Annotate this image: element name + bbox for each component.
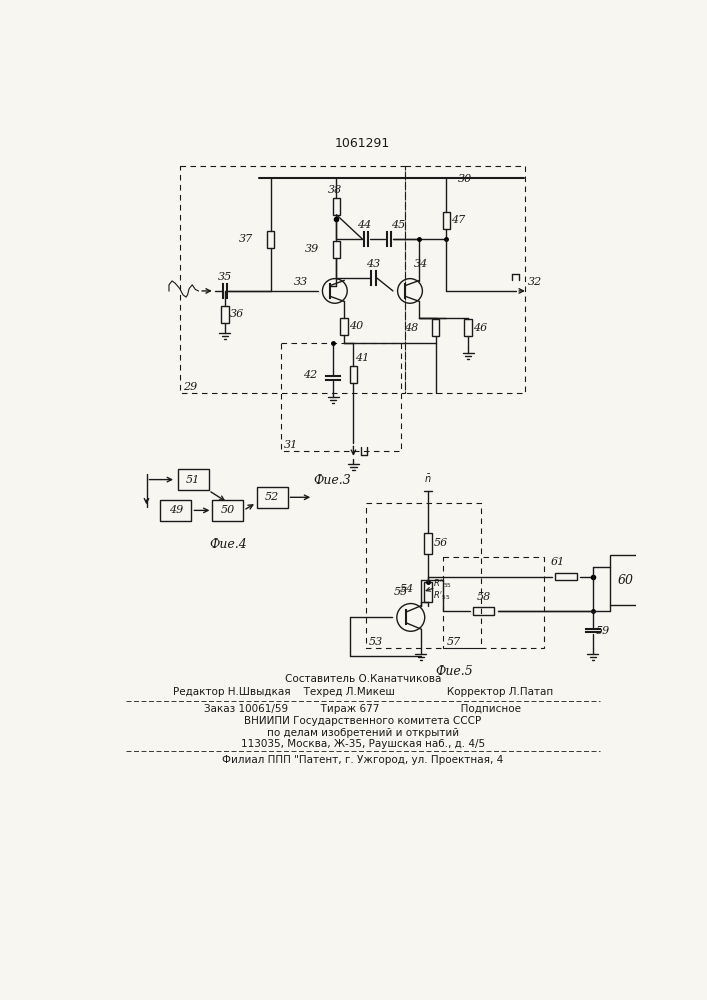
Text: Фие.5: Фие.5 (436, 665, 473, 678)
Text: 29: 29 (183, 382, 197, 392)
Text: 50: 50 (221, 505, 235, 515)
Text: 31: 31 (284, 440, 298, 450)
Text: 48: 48 (404, 323, 419, 333)
Text: 37: 37 (239, 234, 253, 244)
Bar (443, 212, 450, 229)
Text: Филиал ППП "Патент, г. Ужгород, ул. Проектная, 4: Филиал ППП "Патент, г. Ужгород, ул. Прое… (222, 755, 503, 765)
Bar (349, 366, 357, 383)
Bar (160, 500, 192, 521)
Text: ВНИИПИ Государственного комитета СССР: ВНИИПИ Государственного комитета СССР (244, 716, 481, 726)
Bar (555, 573, 577, 580)
Text: 49: 49 (169, 505, 183, 515)
Text: Заказ 10061/59          Тираж 677                         Подписное: Заказ 10061/59 Тираж 677 Подписное (204, 704, 521, 714)
Text: 41: 41 (355, 353, 369, 363)
Bar (177, 469, 209, 490)
Text: 39: 39 (305, 244, 320, 254)
Text: 35: 35 (218, 272, 232, 282)
Bar (366, 503, 481, 648)
Bar (404, 166, 525, 393)
Text: 42: 42 (303, 370, 317, 380)
Bar (443, 557, 544, 648)
Bar (473, 607, 494, 615)
Text: 46: 46 (473, 323, 487, 333)
Bar (267, 231, 274, 248)
Text: 38: 38 (328, 185, 342, 195)
Bar (464, 319, 472, 336)
Text: 58: 58 (477, 592, 491, 602)
Text: 54: 54 (399, 584, 414, 594)
Bar (432, 319, 440, 336)
Text: 47: 47 (451, 215, 465, 225)
Text: 32: 32 (528, 277, 542, 287)
Text: Составитель О.Канатчикова: Составитель О.Канатчикова (284, 674, 441, 684)
Text: Фие.3: Фие.3 (314, 474, 351, 487)
Text: 44: 44 (357, 220, 371, 230)
Text: 55: 55 (393, 587, 408, 597)
Text: по делам изобретений и открытий: по делам изобретений и открытий (267, 728, 459, 738)
Text: $R''_{55}$: $R''_{55}$ (433, 577, 452, 590)
Text: 45: 45 (391, 220, 405, 230)
Text: 56: 56 (433, 538, 448, 548)
Text: 51: 51 (186, 475, 200, 485)
Text: 59: 59 (596, 626, 610, 636)
Text: 57: 57 (446, 637, 461, 647)
Bar (332, 241, 340, 258)
Bar (281, 343, 401, 451)
Text: 36: 36 (230, 309, 244, 319)
Text: 60: 60 (617, 574, 633, 587)
Text: 33: 33 (294, 277, 308, 287)
Bar (180, 166, 404, 393)
Text: $\bar{n}$: $\bar{n}$ (424, 473, 431, 485)
Text: 113035, Москва, Ж-35, Раушская наб., д. 4/5: 113035, Москва, Ж-35, Раушская наб., д. … (240, 739, 485, 749)
Bar (340, 318, 348, 335)
Text: 61: 61 (551, 557, 565, 567)
Text: 40: 40 (349, 321, 363, 331)
Bar (257, 487, 288, 508)
Bar (423, 582, 432, 602)
Text: 30: 30 (457, 174, 472, 184)
Text: 34: 34 (414, 259, 428, 269)
Bar (332, 198, 340, 215)
Bar (423, 533, 432, 554)
Text: Редактор Н.Швыдкая    Техред Л.Микеш                Корректор Л.Патап: Редактор Н.Швыдкая Техред Л.Микеш Коррек… (173, 687, 553, 697)
Text: 43: 43 (366, 259, 380, 269)
Text: 52: 52 (265, 492, 279, 502)
Bar (610, 555, 641, 605)
Text: 1061291: 1061291 (335, 137, 390, 150)
Text: $R'_{55}$: $R'_{55}$ (433, 590, 450, 602)
Text: 53: 53 (369, 637, 383, 647)
Bar (221, 306, 228, 323)
Bar (212, 500, 243, 521)
Text: Фие.4: Фие.4 (209, 538, 247, 551)
